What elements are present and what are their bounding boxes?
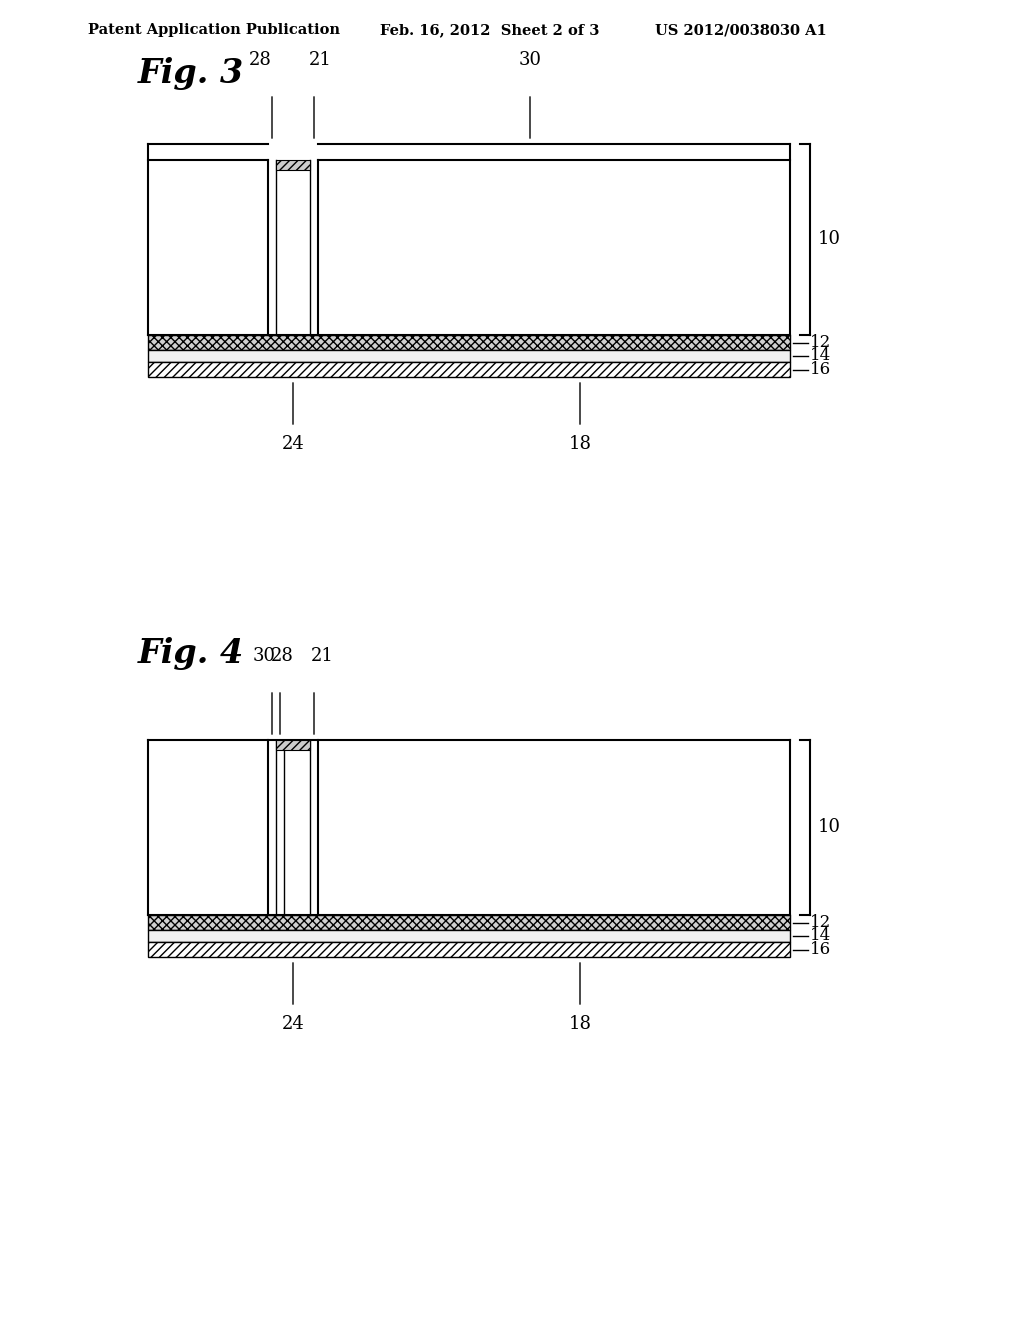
Bar [276, 160, 310, 170]
Text: 21: 21 [310, 647, 334, 665]
Bar [148, 350, 790, 362]
Bar [148, 915, 790, 931]
Text: 28: 28 [249, 51, 271, 69]
Text: Patent Application Publication: Patent Application Publication [88, 22, 340, 37]
Text: 24: 24 [282, 1015, 304, 1034]
Text: 12: 12 [810, 913, 831, 931]
Bar [310, 160, 318, 335]
Bar [148, 160, 268, 335]
Text: 30: 30 [253, 647, 275, 665]
Text: Fig. 4: Fig. 4 [138, 638, 245, 671]
Bar [148, 931, 790, 942]
Text: US 2012/0038030 A1: US 2012/0038030 A1 [655, 22, 826, 37]
Bar [148, 741, 268, 915]
Bar [268, 741, 318, 915]
Text: 28: 28 [270, 647, 294, 665]
Bar [148, 362, 790, 378]
Bar [318, 741, 790, 915]
Bar [268, 160, 276, 335]
Text: 12: 12 [810, 334, 831, 351]
Text: 14: 14 [810, 347, 831, 364]
Bar [276, 741, 284, 915]
Text: 16: 16 [810, 360, 831, 378]
Text: 21: 21 [308, 51, 332, 69]
Text: 30: 30 [518, 51, 542, 69]
Text: Feb. 16, 2012  Sheet 2 of 3: Feb. 16, 2012 Sheet 2 of 3 [380, 22, 599, 37]
Bar [148, 144, 268, 160]
Text: 10: 10 [818, 231, 841, 248]
Bar [148, 942, 790, 957]
Text: 16: 16 [810, 941, 831, 958]
Text: 18: 18 [568, 436, 592, 453]
Bar [148, 335, 790, 350]
Text: 10: 10 [818, 818, 841, 837]
Bar [310, 741, 318, 915]
Bar [318, 160, 790, 335]
Text: 18: 18 [568, 1015, 592, 1034]
Bar [268, 160, 318, 335]
Bar [318, 144, 790, 160]
Text: 14: 14 [810, 928, 831, 945]
Bar [268, 741, 276, 915]
Bar [276, 741, 310, 750]
Text: 24: 24 [282, 436, 304, 453]
Text: Fig. 3: Fig. 3 [138, 57, 245, 90]
